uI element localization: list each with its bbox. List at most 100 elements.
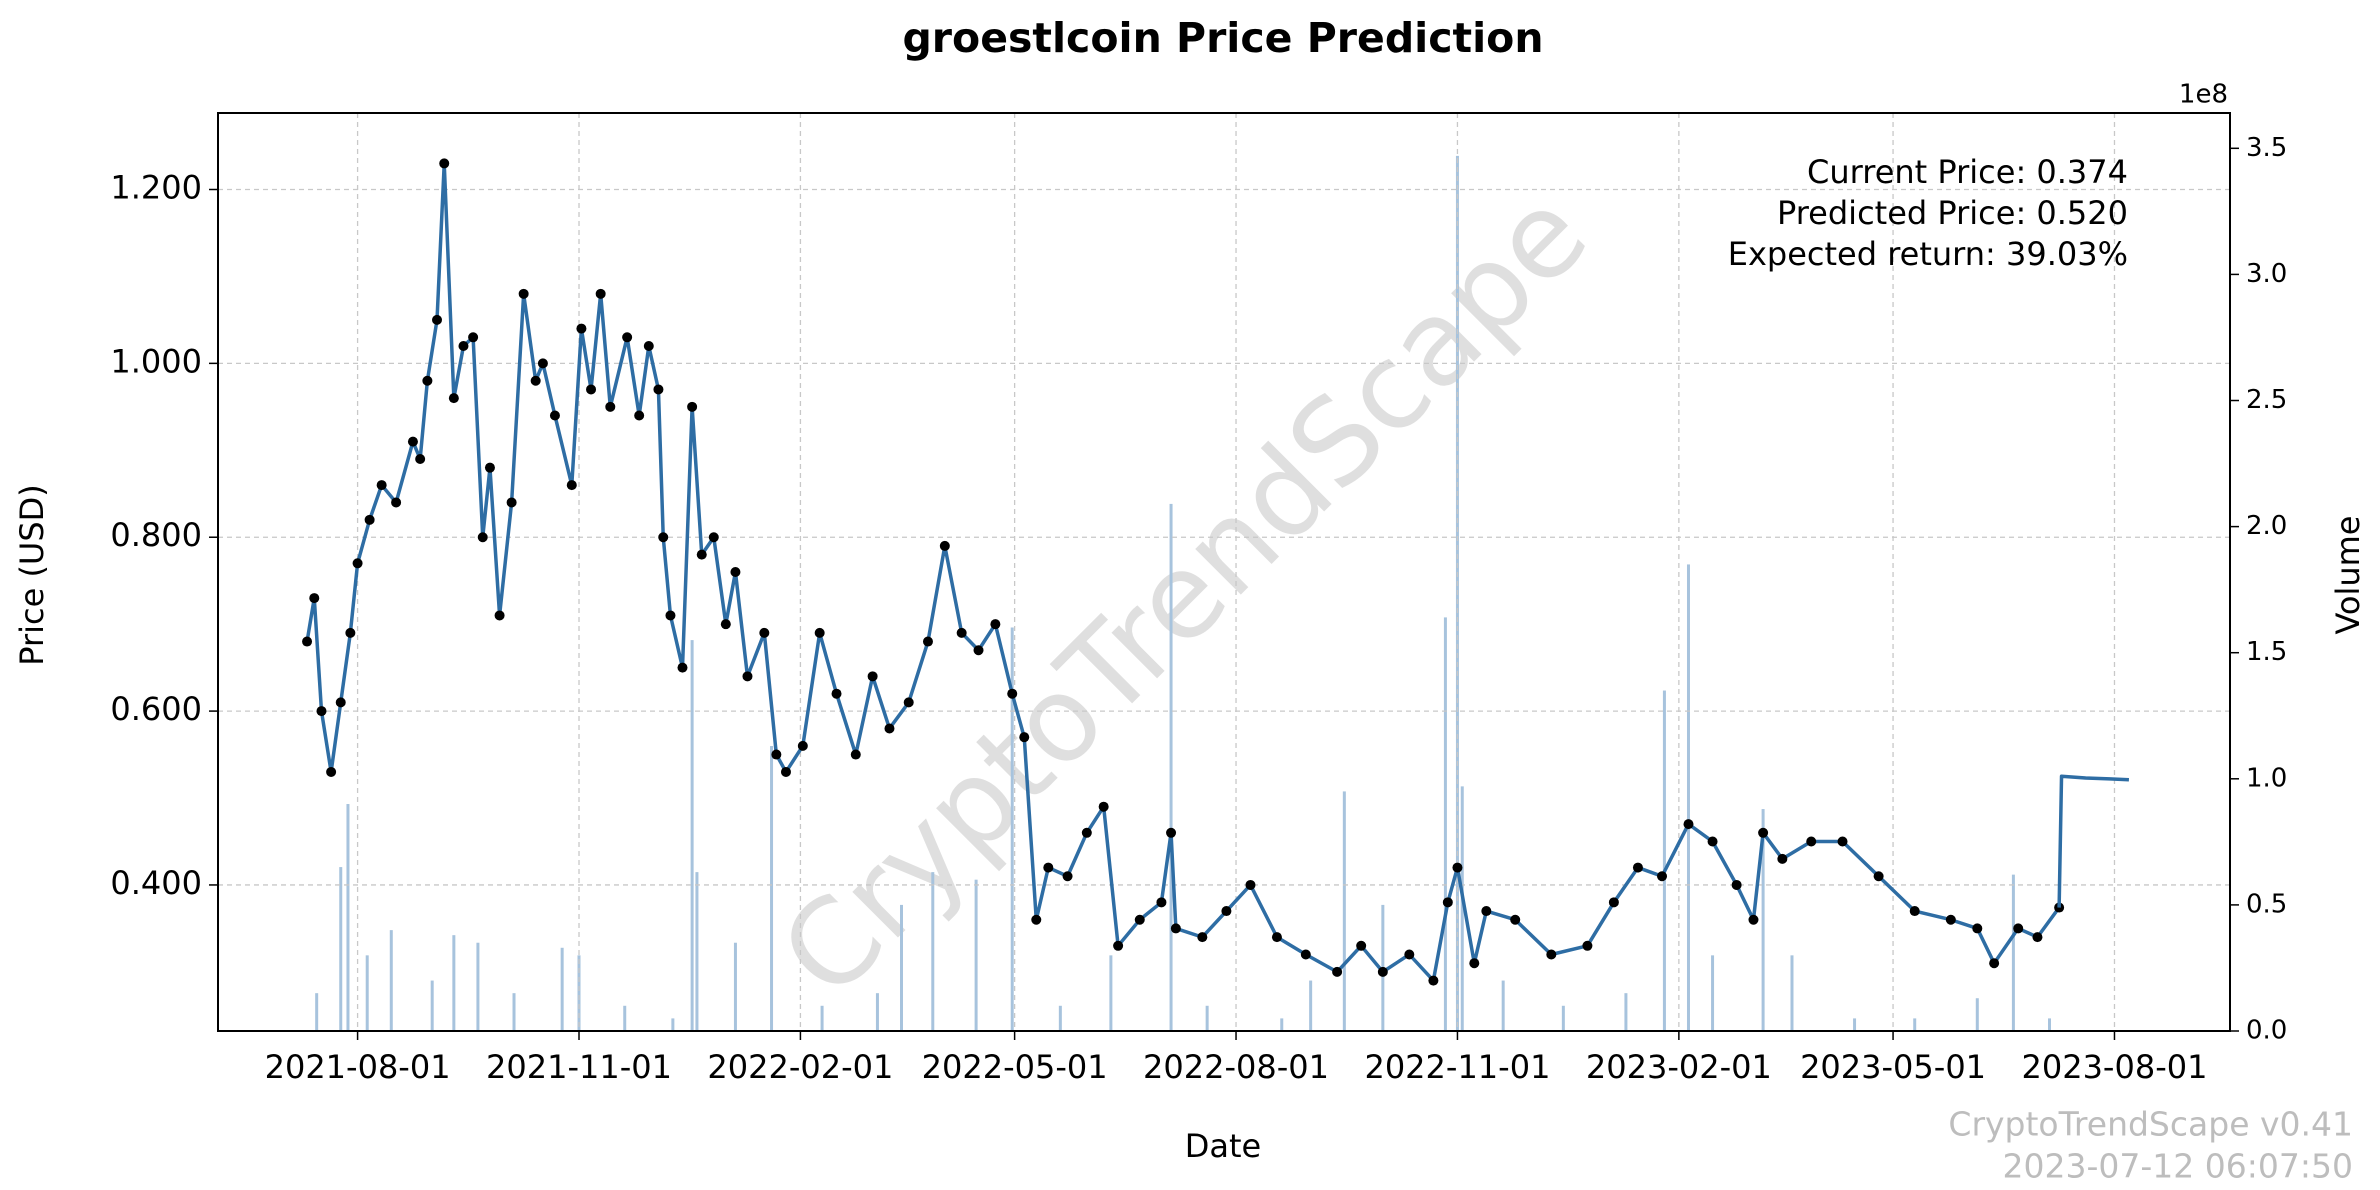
price-point: [586, 384, 597, 395]
price-point: [1510, 914, 1521, 925]
y2-offset-label: 1e8: [2179, 80, 2228, 110]
price-point: [345, 627, 356, 638]
price-point: [1608, 897, 1619, 908]
y2-tick-label: 1.0: [2246, 763, 2287, 793]
volume-bar: [1790, 955, 1794, 1031]
price-point: [1156, 897, 1167, 908]
price-point: [415, 453, 426, 464]
volume-bar: [1460, 786, 1464, 1031]
price-point: [1062, 871, 1073, 882]
price-point: [439, 158, 450, 169]
price-point: [1989, 958, 2000, 969]
price-point: [1442, 897, 1453, 908]
y-tick-label: 0.400: [110, 864, 202, 902]
price-point: [422, 375, 433, 386]
volume-bar: [1280, 1018, 1284, 1031]
price-point: [549, 410, 560, 421]
x-tick-label: 2022-11-01: [1364, 1048, 1550, 1086]
volume-bar: [770, 746, 774, 1031]
price-point: [867, 671, 878, 682]
y-tick-label: 0.600: [110, 690, 202, 728]
volume-bar: [1853, 1018, 1857, 1031]
volume-bar: [1443, 617, 1447, 1031]
price-point: [771, 749, 782, 760]
price-point: [903, 697, 914, 708]
price-point: [605, 401, 616, 412]
volume-bar: [974, 879, 978, 1031]
price-point: [352, 558, 363, 569]
x-tick-label: 2021-11-01: [486, 1048, 672, 1086]
price-line: [2057, 774, 2129, 908]
price-point: [665, 610, 676, 621]
volume-bar: [900, 904, 904, 1031]
volume-bar: [931, 872, 935, 1031]
price-point: [2013, 923, 2024, 934]
volume-bar: [1975, 998, 1979, 1031]
price-point: [850, 749, 861, 760]
volume-bar: [1761, 809, 1765, 1031]
volume-bar: [560, 947, 564, 1031]
y2-tick-label: 3.5: [2246, 133, 2287, 163]
price-point: [407, 436, 418, 447]
price-point: [1332, 966, 1343, 977]
price-point: [458, 340, 469, 351]
volume-bar: [875, 993, 879, 1031]
y2-tick-label: 0.5: [2246, 889, 2287, 919]
price-point: [1909, 906, 1920, 917]
price-point: [1300, 949, 1311, 960]
volume-bar: [452, 935, 456, 1031]
price-point: [1245, 879, 1256, 890]
volume-bar: [577, 955, 581, 1031]
price-point: [1031, 914, 1042, 925]
price-point: [326, 766, 337, 777]
price-point: [1972, 923, 1983, 934]
price-point: [518, 288, 529, 299]
price-point: [1469, 958, 1480, 969]
x-tick-label: 2021-08-01: [265, 1048, 451, 1086]
volume-bar: [1913, 1018, 1917, 1031]
volume-bar: [2011, 874, 2015, 1031]
annotation: Predicted Price: 0.520: [1777, 194, 2128, 232]
price-point: [653, 384, 664, 395]
price-point: [643, 340, 654, 351]
x-tick-label: 2023-02-01: [1586, 1048, 1772, 1086]
volume-bar: [512, 993, 516, 1031]
price-point: [939, 540, 950, 551]
price-point: [391, 497, 402, 508]
price-point: [759, 627, 770, 638]
volume-bar: [1109, 955, 1113, 1031]
price-point: [1166, 827, 1177, 838]
x-tick-label: 2022-05-01: [922, 1048, 1108, 1086]
price-point: [687, 401, 698, 412]
price-point: [622, 332, 633, 343]
volume-bar: [1309, 980, 1313, 1031]
y-tick-label: 1.000: [110, 342, 202, 380]
price-point: [1837, 836, 1848, 847]
price-point: [658, 532, 669, 543]
volume-bar: [1711, 955, 1715, 1031]
price-point: [1170, 923, 1181, 934]
volume-bar: [1501, 980, 1505, 1031]
price-point: [484, 462, 495, 473]
volume-bar: [476, 942, 480, 1031]
price-point: [335, 697, 346, 708]
price-point: [797, 740, 808, 751]
price-point: [922, 636, 933, 647]
volume-bar: [346, 804, 350, 1031]
volume-bar: [1662, 690, 1666, 1031]
volume-bar: [1561, 1005, 1565, 1031]
price-point: [477, 532, 488, 543]
price-point: [566, 480, 577, 491]
price-point: [1113, 940, 1124, 951]
volume-bar: [430, 980, 434, 1031]
price-point: [448, 393, 459, 404]
price-point: [2032, 932, 2043, 943]
price-point: [884, 723, 895, 734]
volume-bar: [389, 930, 393, 1031]
footer-timestamp: 2023-07-12 06:07:50: [2003, 1147, 2353, 1186]
volume-bar: [1169, 503, 1173, 1031]
volume-bar: [1686, 564, 1690, 1031]
price-point: [780, 766, 791, 777]
